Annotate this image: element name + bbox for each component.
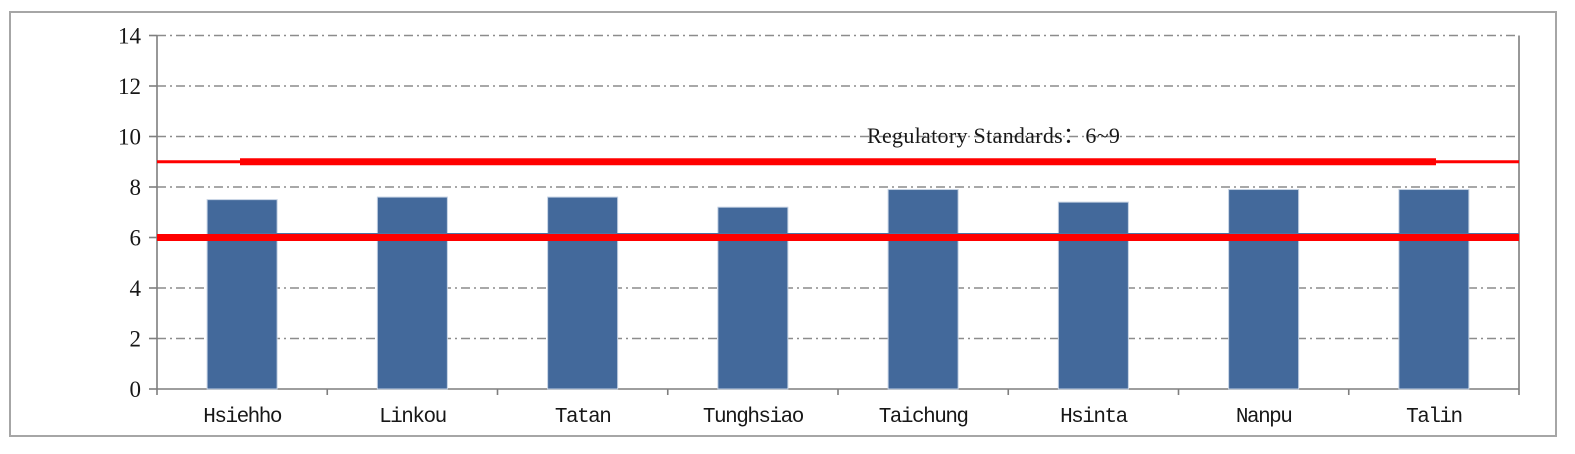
bar-tatan [547,196,619,390]
bars: Hsiehho Linkou Tatan Tunghsiao Taichung Hsint… [203,189,1470,429]
reference-lines [157,158,1519,241]
bar-talin [1398,189,1470,390]
axes: 0 2 4 6 8 10 12 14 [118,24,1520,402]
x-category-label-hsinta: Hsinta [1060,406,1128,429]
y-tick-label-12: 12 [118,74,141,99]
x-category-label-nanpu: Nanpu [1236,406,1292,429]
bar-hsiehho [206,199,278,390]
gridlines [157,34,1519,340]
x-category-label-taichung: Taichung [879,406,968,429]
y-tick-label-4: 4 [130,276,142,301]
x-category-label-talin: Talin [1406,406,1462,429]
bar-linkou [376,196,448,390]
y-tick-label-0: 0 [130,377,142,402]
y-tick-label-2: 2 [130,327,142,352]
x-category-label-tunghsiao: Tunghsiao [703,406,804,429]
regulatory-standards-annotation: Regulatory Standards：6~9 [867,123,1121,148]
chart-frame-border [9,11,1557,437]
y-tick-label-6: 6 [130,226,142,251]
x-category-label-tatan: Tatan [555,406,611,429]
bar-taichung [887,189,959,390]
x-category-label-linkou: Linkou [379,406,446,429]
y-tick-label-14: 14 [118,24,142,49]
bar-hsinta [1057,201,1129,390]
y-tick-label-10: 10 [118,125,141,150]
x-category-label-hsiehho: Hsiehho [203,406,282,429]
bar-nanpu [1228,189,1300,390]
y-tick-label-8: 8 [130,175,142,200]
